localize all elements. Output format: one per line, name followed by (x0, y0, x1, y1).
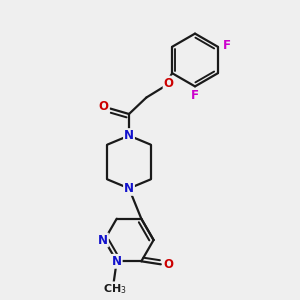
Text: CH$_3$: CH$_3$ (103, 282, 127, 296)
Text: F: F (191, 89, 199, 102)
Text: O: O (164, 76, 174, 90)
Text: O: O (99, 100, 109, 113)
Text: N: N (124, 182, 134, 195)
Text: F: F (223, 39, 231, 52)
Text: N: N (112, 255, 122, 268)
Text: N: N (124, 129, 134, 142)
Text: N: N (98, 233, 108, 247)
Text: O: O (163, 258, 173, 271)
